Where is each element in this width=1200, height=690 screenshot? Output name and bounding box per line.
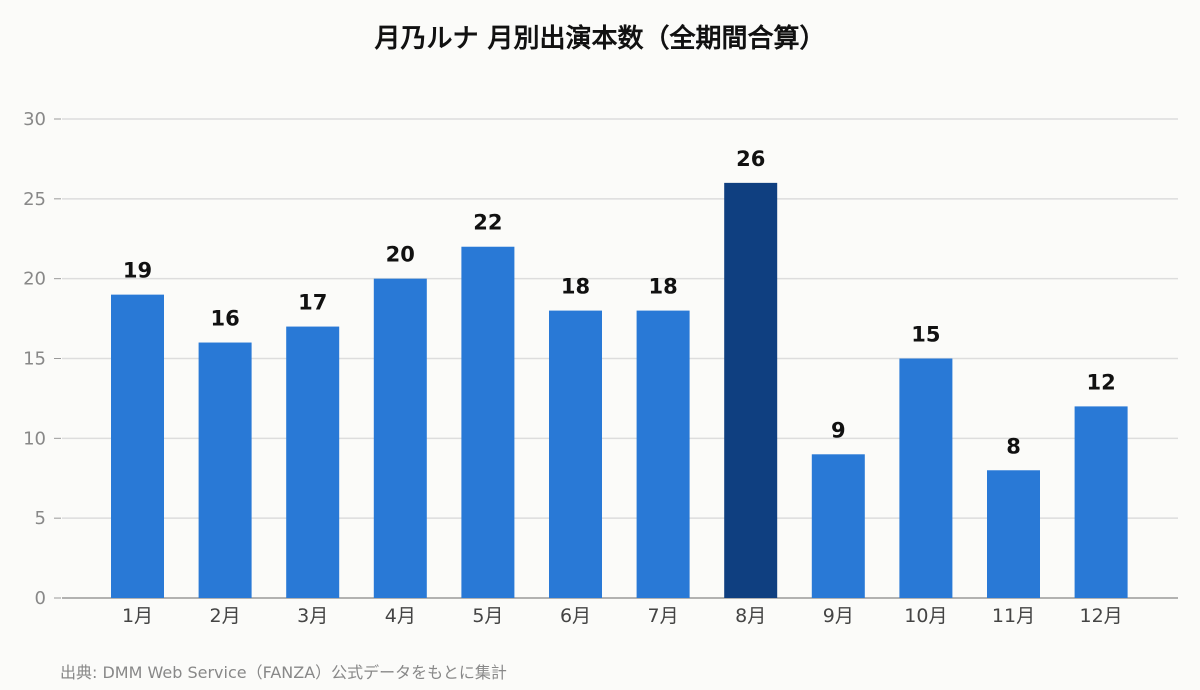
bar-3 — [286, 326, 340, 598]
y-tick-label-5: 5 — [35, 508, 46, 529]
x-tick-label-8: 8月 — [735, 605, 766, 627]
value-label-3: 17 — [298, 291, 327, 315]
value-label-12: 12 — [1086, 370, 1115, 394]
bar-11 — [987, 470, 1040, 598]
bar-4 — [373, 278, 427, 598]
y-tick-label-25: 25 — [23, 189, 46, 210]
value-labels: 19 16 17 20 22 18 18 26 9 15 8 12 — [123, 147, 1116, 458]
value-label-11: 8 — [1006, 434, 1021, 458]
x-tick-label-11: 11月 — [992, 605, 1035, 627]
x-tick-label-1: 1月 — [122, 605, 153, 627]
x-tick-label-3: 3月 — [297, 605, 328, 627]
bar-2 — [198, 342, 252, 598]
y-tick-label-0: 0 — [35, 588, 46, 609]
chart-title: 月乃ルナ 月別出演本数（全期間合算） — [374, 24, 826, 54]
bar-12 — [1074, 406, 1128, 598]
y-tick-label-15: 15 — [23, 349, 46, 370]
x-tick-label-5: 5月 — [472, 605, 503, 627]
bar-6 — [549, 310, 602, 598]
value-label-9: 9 — [831, 418, 846, 442]
x-tick-label-2: 2月 — [210, 605, 241, 627]
value-label-6: 18 — [561, 275, 590, 299]
bar-9 — [811, 454, 865, 598]
x-axis: 1月 2月 3月 4月 5月 6月 7月 8月 9月 10月 11月 12月 — [122, 605, 1123, 627]
value-label-7: 18 — [648, 275, 677, 299]
x-tick-label-6: 6月 — [560, 605, 591, 627]
value-label-5: 22 — [473, 211, 502, 235]
x-tick-label-12: 12月 — [1080, 605, 1123, 627]
value-label-10: 15 — [911, 323, 940, 347]
value-label-4: 20 — [386, 243, 415, 267]
value-label-2: 16 — [210, 307, 239, 331]
bar-10 — [899, 358, 953, 598]
value-label-8: 26 — [736, 147, 765, 171]
x-tick-label-4: 4月 — [385, 605, 416, 627]
bar-7 — [636, 310, 690, 598]
x-tick-label-9: 9月 — [823, 605, 854, 627]
y-tick-label-30: 30 — [23, 109, 46, 130]
bar-5 — [461, 246, 515, 598]
source-note: 出典: DMM Web Service（FANZA）公式データをもとに集計 — [60, 663, 507, 682]
bar-8 — [724, 182, 778, 598]
bars — [111, 182, 1128, 598]
x-tick-label-10: 10月 — [904, 605, 947, 627]
bar-1 — [111, 294, 164, 598]
y-tick-label-10: 10 — [23, 428, 46, 449]
y-tick-label-20: 20 — [23, 269, 46, 290]
x-tick-label-7: 7月 — [648, 605, 679, 627]
value-label-1: 19 — [123, 259, 152, 283]
